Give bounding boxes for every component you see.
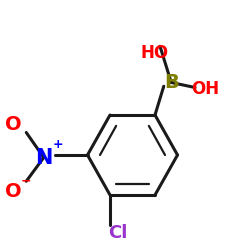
- Text: N: N: [35, 148, 52, 168]
- Text: +: +: [53, 138, 64, 151]
- Text: O: O: [6, 116, 22, 134]
- Text: Cl: Cl: [108, 224, 127, 242]
- Text: −: −: [21, 175, 32, 188]
- Text: OH: OH: [191, 80, 219, 98]
- Text: O: O: [6, 182, 22, 201]
- Text: B: B: [164, 73, 178, 92]
- Text: HO: HO: [141, 44, 169, 62]
